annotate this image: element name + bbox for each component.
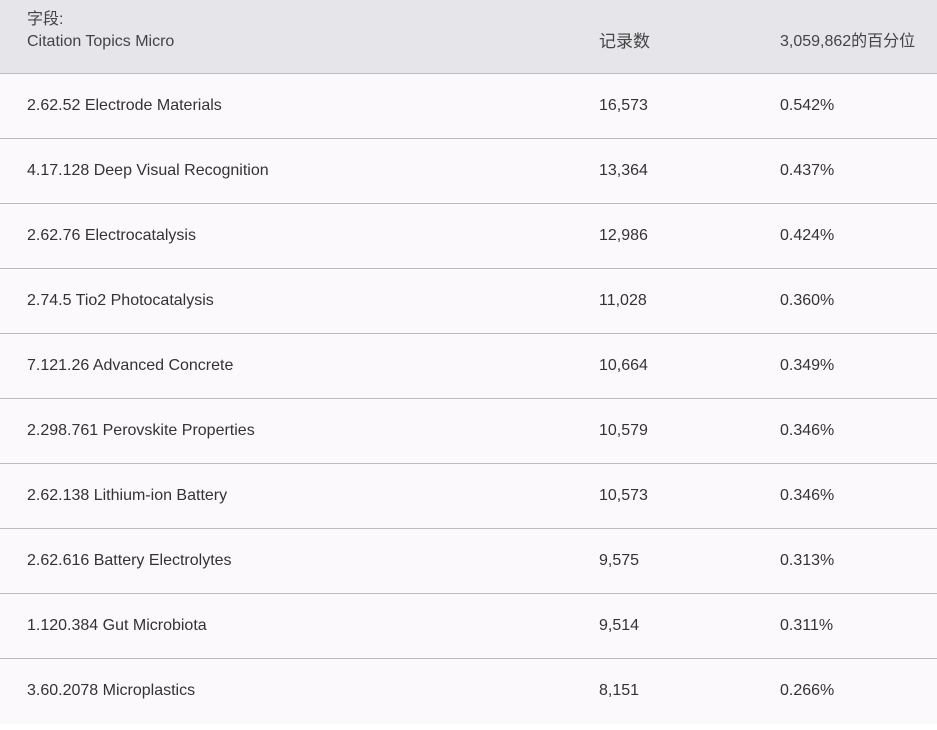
table-row[interactable]: 7.121.26 Advanced Concrete 10,664 0.349% [0,334,937,399]
percent-value: 0.542% [780,97,835,114]
table-row[interactable]: 2.62.52 Electrode Materials 16,573 0.542… [0,74,937,139]
topic-name: 2.74.5 Tio2 Photocatalysis [27,292,214,309]
topic-name: 2.62.616 Battery Electrolytes [27,552,232,569]
record-count: 10,579 [599,422,648,439]
field-column-header[interactable]: 字段: Citation Topics Micro [27,9,174,53]
record-count: 11,028 [599,292,647,309]
topic-name: 2.62.138 Lithium-ion Battery [27,487,228,504]
record-count: 10,664 [599,357,648,374]
percent-value: 0.437% [780,162,835,179]
field-label: 字段: [27,11,64,28]
table-row[interactable]: 3.60.2078 Microplastics 8,151 0.266% [0,659,937,724]
table-footer [0,724,937,730]
table-row[interactable]: 2.62.616 Battery Electrolytes 9,575 0.31… [0,529,937,594]
field-value: Citation Topics Micro [27,33,175,50]
table-row[interactable]: 2.74.5 Tio2 Photocatalysis 11,028 0.360% [0,269,937,334]
percent-value: 0.346% [780,422,835,439]
percent-value: 0.424% [780,227,835,244]
table-row[interactable]: 4.17.128 Deep Visual Recognition 13,364 … [0,139,937,204]
table-row[interactable]: 2.298.761 Perovskite Properties 10,579 0… [0,399,937,464]
record-count: 10,573 [599,487,648,504]
record-count: 9,575 [599,552,640,569]
record-count: 16,573 [599,97,648,114]
topic-name: 7.121.26 Advanced Concrete [27,357,234,374]
topic-name: 2.298.761 Perovskite Properties [27,422,255,439]
topic-name: 2.62.52 Electrode Materials [27,97,222,114]
record-count: 13,364 [599,162,648,179]
table-row[interactable]: 1.120.384 Gut Microbiota 9,514 0.311% [0,594,937,659]
topic-name: 4.17.128 Deep Visual Recognition [27,162,269,179]
percent-value: 0.266% [780,682,835,699]
topic-name: 2.62.76 Electrocatalysis [27,227,196,244]
record-count-column-header[interactable]: 记录数 [599,32,650,51]
percent-value: 0.346% [780,487,835,504]
percent-value: 0.349% [780,357,835,374]
table-row[interactable]: 2.62.138 Lithium-ion Battery 10,573 0.34… [0,464,937,529]
table-header: 字段: Citation Topics Micro 记录数 3,059,862的… [0,0,937,74]
topic-name: 1.120.384 Gut Microbiota [27,617,207,634]
table-row[interactable]: 2.62.76 Electrocatalysis 12,986 0.424% [0,204,937,269]
percent-value: 0.311% [780,617,834,634]
record-count: 8,151 [599,682,640,699]
percent-column-header[interactable]: 3,059,862的百分位 [780,33,916,50]
percent-value: 0.313% [780,552,835,569]
topic-name: 3.60.2078 Microplastics [27,682,196,699]
record-count: 9,514 [599,617,640,634]
percent-value: 0.360% [780,292,835,309]
record-count: 12,986 [599,227,648,244]
